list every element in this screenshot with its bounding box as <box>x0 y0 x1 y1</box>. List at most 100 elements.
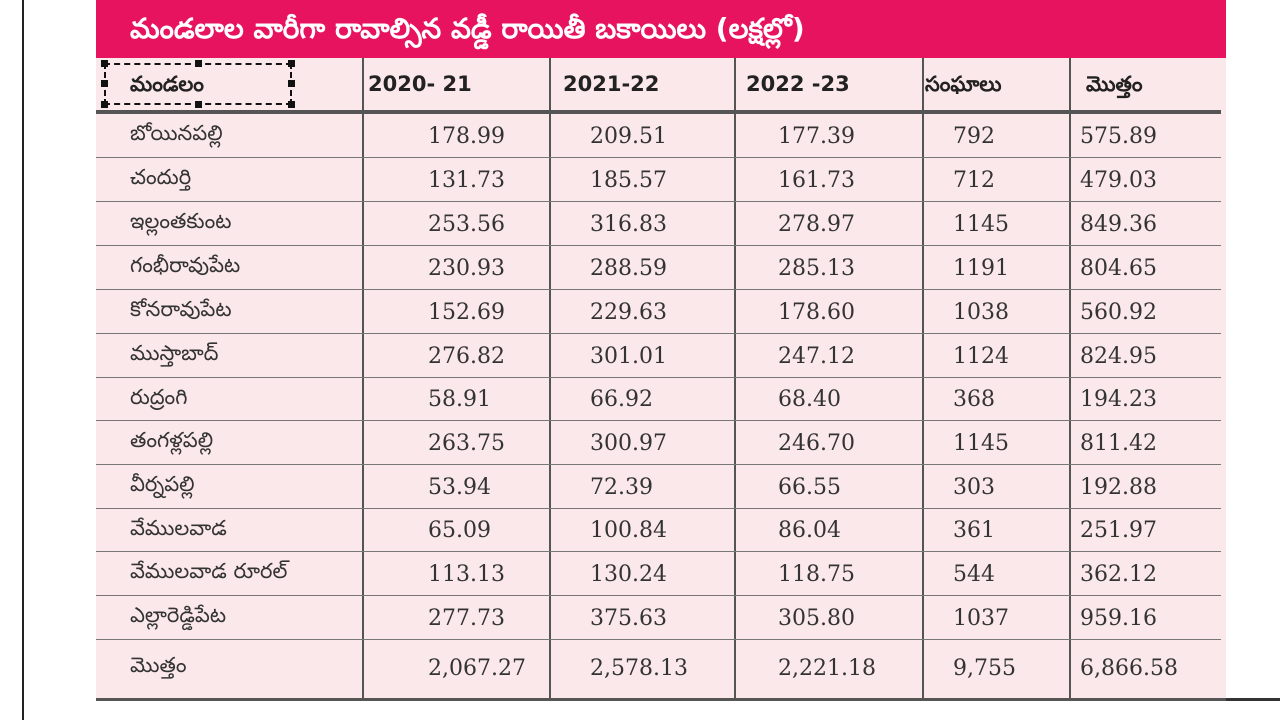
mandal-name-cell: తంగళ్లపల్లి <box>130 428 214 452</box>
resize-handle-middle-right[interactable] <box>288 80 295 87</box>
resize-handle-bottom-right[interactable] <box>288 101 295 108</box>
row-divider <box>96 333 1221 334</box>
mandal-name-cell: బోయినపల్లి <box>130 121 223 145</box>
table-row: ఇల్లంతకుంట 253.56 316.83 278.97 1145 849.36 <box>96 202 1221 246</box>
groups-count-cell: 1191 <box>953 255 1009 281</box>
table-row: వేములవాడ రూరల్ 113.13 130.24 118.75 544 362.1… <box>96 552 1221 596</box>
groups-count-cell: 792 <box>953 123 995 149</box>
value-2020-21-cell: 276.82 <box>428 343 505 369</box>
groups-count-cell: 1038 <box>953 299 1009 325</box>
value-2021-22-cell: 229.63 <box>590 299 667 325</box>
total-value-cell: 194.23 <box>1080 387 1157 412</box>
total-value-cell: 6,866.58 <box>1080 655 1178 681</box>
header-mandal: మండలం <box>130 72 204 96</box>
groups-count-cell: 9,755 <box>953 655 1016 681</box>
value-2021-22-cell: 2,578.13 <box>590 655 688 681</box>
value-2022-23-cell: 161.73 <box>778 167 855 193</box>
left-border-line <box>22 0 24 720</box>
mandal-name-cell: రుద్రంగి <box>130 384 188 409</box>
value-2022-23-cell: 86.04 <box>778 518 841 543</box>
value-2021-22-cell: 185.57 <box>590 167 667 193</box>
value-2020-21-cell: 58.91 <box>428 387 491 412</box>
table-row: కోనరావుపేట 152.69 229.63 178.60 1038 560.92 <box>96 290 1221 334</box>
value-2020-21-cell: 178.99 <box>428 123 505 149</box>
resize-handle-top-left[interactable] <box>101 60 108 67</box>
row-divider <box>96 420 1221 421</box>
value-2021-22-cell: 300.97 <box>590 430 667 456</box>
total-value-cell: 560.92 <box>1080 299 1157 325</box>
column-divider <box>922 58 924 700</box>
table-row: వీర్నపల్లి 53.94 72.39 66.55 303 192.88 <box>96 465 1221 509</box>
value-2021-22-cell: 375.63 <box>590 605 667 631</box>
value-2020-21-cell: 113.13 <box>428 561 505 587</box>
mandal-name-cell: గంభీరావుపేట <box>130 253 241 277</box>
value-2022-23-cell: 68.40 <box>778 387 841 412</box>
resize-handle-top-middle[interactable] <box>195 60 202 67</box>
groups-count-cell: 361 <box>953 518 995 543</box>
mandal-name-cell: కోనరావుపేట <box>130 297 232 321</box>
value-2022-23-cell: 178.60 <box>778 299 855 325</box>
table-row: ఎల్లారెడ్డిపేట 277.73 375.63 305.80 1037 959.… <box>96 596 1221 640</box>
total-value-cell: 849.36 <box>1080 211 1157 237</box>
row-divider <box>96 551 1221 552</box>
selection-frame[interactable] <box>104 63 292 105</box>
table-title: మండలాల వారీగా రావాల్సిన వడ్డీ రాయితీ బకా… <box>96 0 1226 58</box>
value-2022-23-cell: 285.13 <box>778 255 855 281</box>
total-value-cell: 362.12 <box>1080 561 1157 587</box>
groups-count-cell: 1145 <box>953 211 1009 237</box>
value-2020-21-cell: 65.09 <box>428 518 491 543</box>
row-divider <box>96 595 1221 596</box>
groups-count-cell: 1037 <box>953 605 1009 631</box>
header-2020-21: 2020- 21 <box>368 72 472 96</box>
resize-handle-middle-left[interactable] <box>101 80 108 87</box>
column-divider <box>1069 58 1071 700</box>
resize-handle-top-right[interactable] <box>288 60 295 67</box>
table-row: వేములవాడ 65.09 100.84 86.04 361 251.97 <box>96 509 1221 552</box>
header-total: మొత్తం <box>1086 72 1143 96</box>
total-value-cell: 824.95 <box>1080 343 1157 369</box>
groups-count-cell: 368 <box>953 387 995 412</box>
data-table-card: మండలాల వారీగా రావాల్సిన వడ్డీ రాయితీ బకా… <box>96 0 1226 701</box>
value-2022-23-cell: 305.80 <box>778 605 855 631</box>
value-2020-21-cell: 152.69 <box>428 299 505 325</box>
groups-count-cell: 712 <box>953 167 995 193</box>
mandal-name-cell: చందుర్తి <box>130 165 192 189</box>
table-row: గంభీరావుపేట 230.93 288.59 285.13 1191 804.65 <box>96 246 1221 290</box>
mandal-name-cell: ఎల్లారెడ్డిపేట <box>130 603 227 627</box>
header-groups: సంఘాలు <box>925 72 1002 96</box>
table-row: చందుర్తి 131.73 185.57 161.73 712 479.03 <box>96 158 1221 202</box>
value-2022-23-cell: 177.39 <box>778 123 855 149</box>
value-2022-23-cell: 2,221.18 <box>778 655 876 681</box>
mandal-name-cell: ఇల్లంతకుంట <box>130 209 232 233</box>
total-row: మొత్తం 2,067.27 2,578.13 2,221.18 9,755 6,866… <box>96 640 1221 696</box>
value-2022-23-cell: 246.70 <box>778 430 855 456</box>
header-2021-22: 2021-22 <box>563 72 660 96</box>
total-value-cell: 811.42 <box>1080 430 1157 456</box>
column-divider <box>549 58 551 700</box>
row-divider <box>96 377 1221 378</box>
value-2020-21-cell: 253.56 <box>428 211 505 237</box>
total-value-cell: 575.89 <box>1080 123 1157 149</box>
table-row: ముస్తాబాద్ 276.82 301.01 247.12 1124 824.95 <box>96 334 1221 378</box>
table-row: తంగళ్లపల్లి 263.75 300.97 246.70 1145 811.42 <box>96 421 1221 465</box>
value-2021-22-cell: 316.83 <box>590 211 667 237</box>
total-value-cell: 959.16 <box>1080 605 1157 631</box>
row-divider <box>96 289 1221 290</box>
groups-count-cell: 1145 <box>953 430 1009 456</box>
value-2020-21-cell: 53.94 <box>428 474 491 500</box>
resize-handle-bottom-middle[interactable] <box>195 101 202 108</box>
resize-handle-bottom-left[interactable] <box>101 101 108 108</box>
value-2021-22-cell: 66.92 <box>590 387 653 412</box>
header-2022-23: 2022 -23 <box>746 72 850 96</box>
value-2021-22-cell: 130.24 <box>590 561 667 587</box>
header-divider <box>96 110 1221 114</box>
mandal-name-cell: వేములవాడ రూరల్ <box>130 559 288 583</box>
value-2022-23-cell: 278.97 <box>778 211 855 237</box>
column-divider <box>734 58 736 700</box>
row-divider <box>96 508 1221 509</box>
mandal-name-cell: వీర్నపల్లి <box>130 472 195 496</box>
value-2021-22-cell: 72.39 <box>590 474 653 500</box>
table-row: రుద్రంగి 58.91 66.92 68.40 368 194.23 <box>96 378 1221 421</box>
value-2020-21-cell: 230.93 <box>428 255 505 281</box>
groups-count-cell: 1124 <box>953 343 1009 369</box>
